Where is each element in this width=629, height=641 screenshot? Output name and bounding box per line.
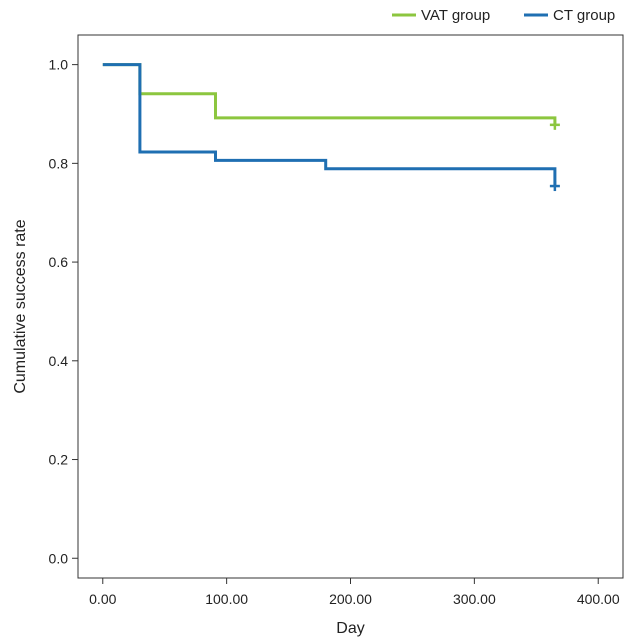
x-tick-label: 200.00	[329, 591, 372, 607]
series-layer	[102, 63, 560, 192]
vat-group-censor-mark	[549, 119, 560, 130]
y-tick-label: 0.6	[49, 254, 69, 270]
legend: VAT group CT group	[392, 7, 615, 24]
legend-item-vat-group: VAT group	[392, 7, 490, 24]
legend-label: VAT group	[421, 7, 490, 24]
x-tick-label: 0.00	[89, 591, 116, 607]
ct-group-censor-mark	[549, 181, 560, 192]
y-tick-label: 0.2	[49, 452, 69, 468]
legend-label: CT group	[553, 7, 615, 24]
y-axis: 0.0 0.2 0.4 0.6 0.8 1.0	[49, 57, 78, 566]
y-tick-label: 0.4	[49, 353, 69, 369]
y-tick-label: 1.0	[49, 57, 69, 73]
y-tick-label: 0.0	[49, 550, 69, 566]
y-axis-title: Cumulative success rate	[12, 219, 29, 393]
x-tick-label: 100.00	[205, 591, 248, 607]
x-tick-label: 300.00	[453, 591, 496, 607]
x-axis-title: Day	[336, 620, 364, 637]
x-axis: 0.00 100.00 200.00 300.00 400.00	[89, 578, 620, 607]
legend-item-ct-group: CT group	[524, 7, 615, 24]
y-tick-label: 0.8	[49, 155, 69, 171]
vat-group-line	[102, 63, 557, 125]
ct-group-line	[102, 63, 557, 187]
x-tick-label: 400.00	[577, 591, 620, 607]
